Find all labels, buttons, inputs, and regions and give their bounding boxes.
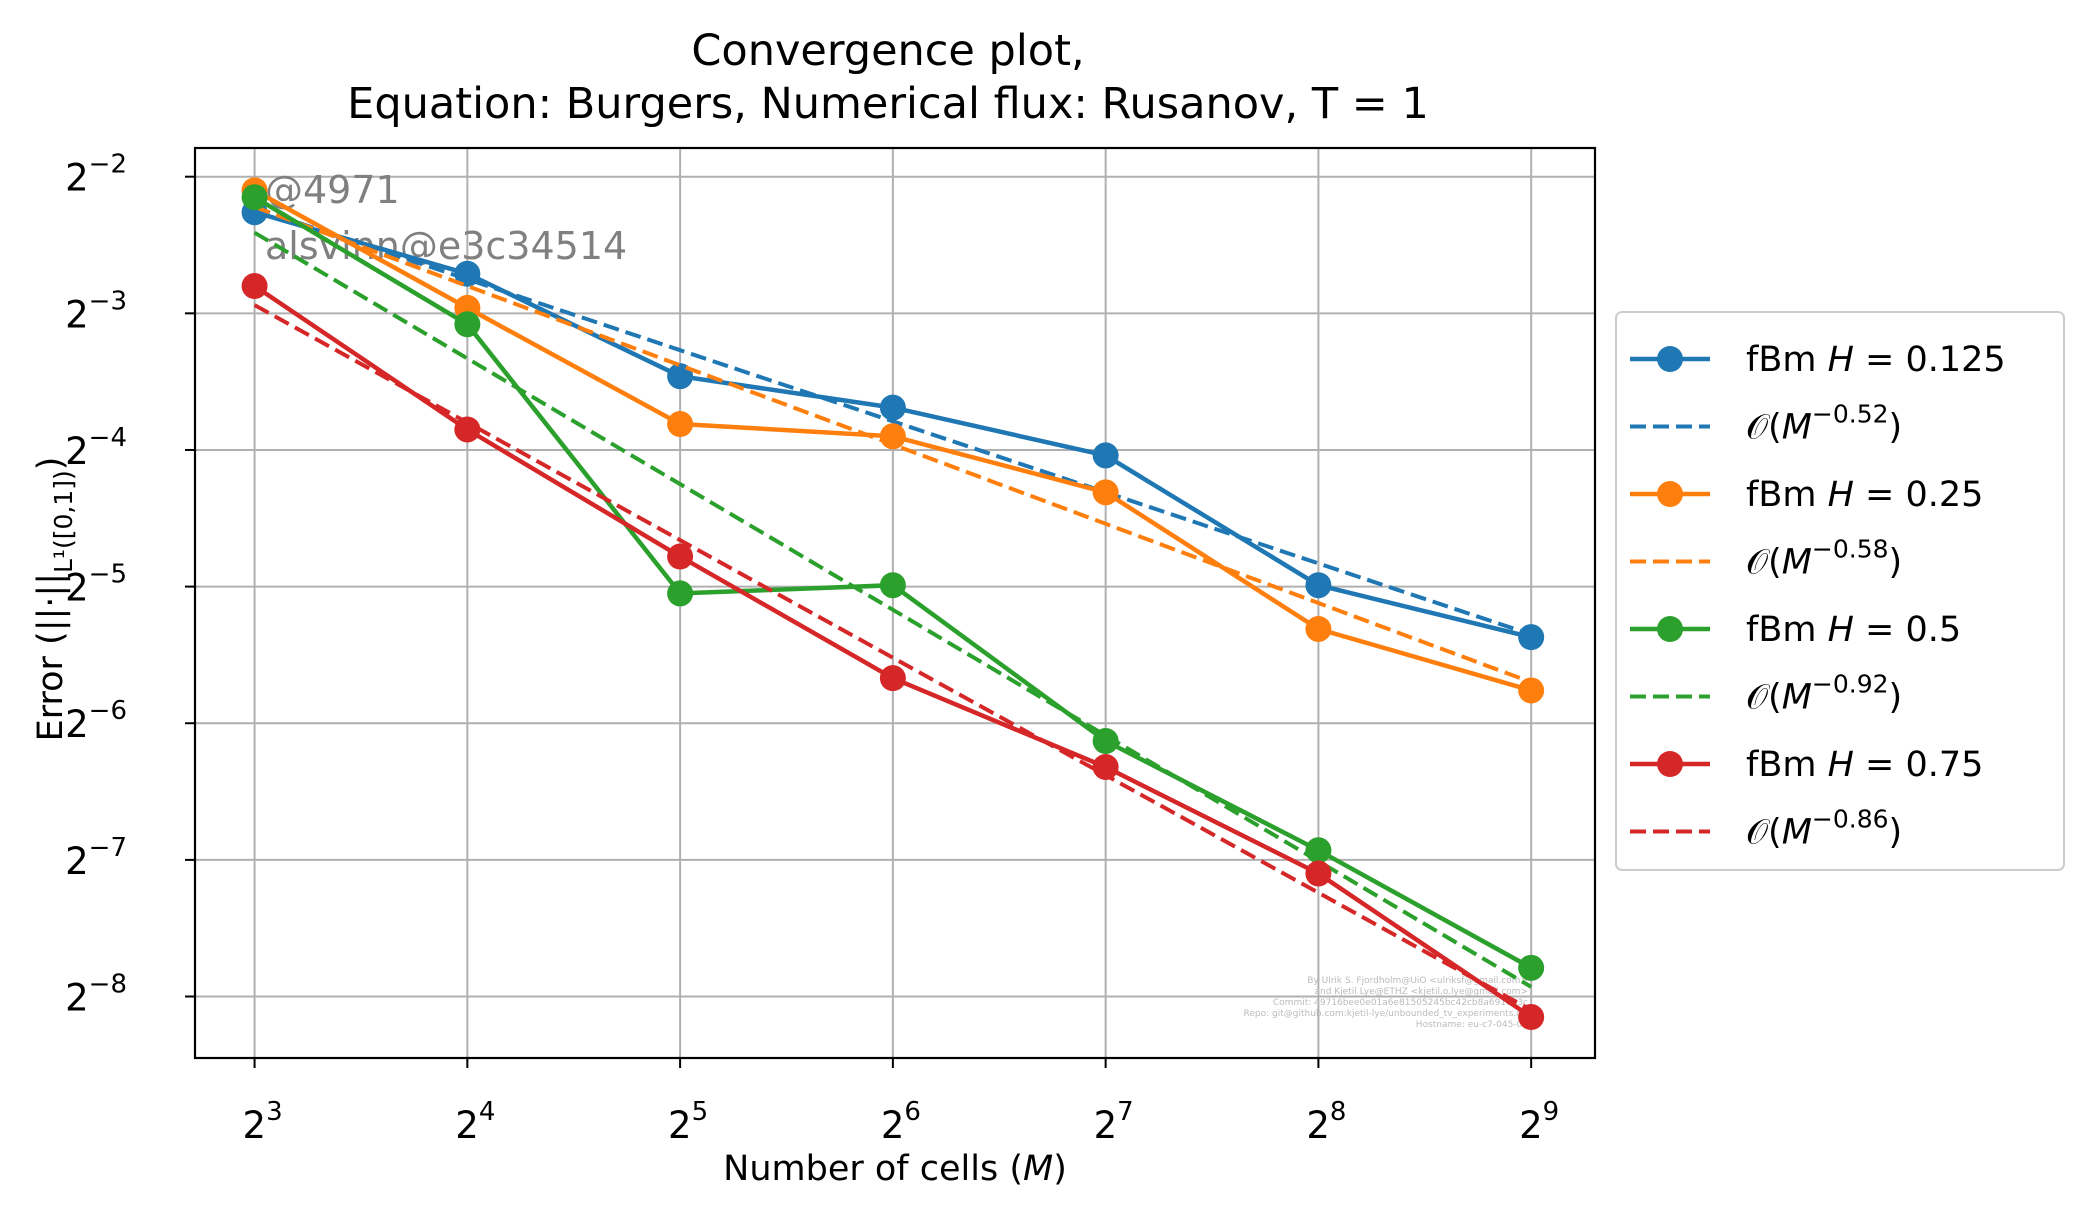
x-axis-ticks: 23 24 25 26 27 28 29 bbox=[243, 1058, 1559, 1147]
legend-entry: 𝒪(M−0.58) bbox=[1630, 535, 1902, 583]
data-point bbox=[1518, 954, 1545, 981]
title-line: Equation: Burgers, Numerical flux: Rusan… bbox=[347, 79, 1429, 129]
data-point bbox=[1305, 615, 1332, 642]
legend-entry: 𝒪(M−0.86) bbox=[1630, 805, 1902, 853]
data-point bbox=[1092, 753, 1119, 780]
data-point bbox=[1518, 624, 1545, 651]
credits-block: By Ulrik S. Fjordholm@UiO <ulriksf@gmail… bbox=[1244, 976, 1529, 1030]
x-tick-label: 26 bbox=[881, 1097, 921, 1147]
legend-label: fBm H = 0.75 bbox=[1746, 745, 1983, 785]
series-lines bbox=[241, 177, 1545, 1031]
legend-box bbox=[1615, 311, 2065, 871]
plot-frame bbox=[193, 146, 1597, 1060]
legend-label: fBm H = 0.125 bbox=[1746, 340, 2006, 380]
credit-line: Hostname: eu-c7-045-08 bbox=[1416, 1020, 1528, 1030]
series-data-line bbox=[241, 184, 1545, 981]
svg-text:Error (||·||L¹([0,1])): Error (||·||L¹([0,1])) bbox=[31, 457, 78, 742]
x-tick-label: 29 bbox=[1519, 1097, 1559, 1147]
data-point bbox=[879, 394, 906, 421]
legend-marker bbox=[1657, 616, 1683, 642]
y-axis-ticks: 2−2 2−3 2−4 2−5 2−6 2−7 2−8 bbox=[65, 150, 195, 1020]
series-fit-line bbox=[253, 230, 1533, 989]
legend-marker bbox=[1657, 751, 1683, 777]
annotation-text: @4971 bbox=[265, 168, 400, 212]
x-axis-label: Number of cells (M) bbox=[723, 1149, 1067, 1189]
x-tick-label: 25 bbox=[668, 1097, 708, 1147]
legend-label: fBm H = 0.5 bbox=[1746, 610, 1961, 650]
data-point bbox=[879, 572, 906, 599]
credit-line: Repo: git@github.com:kjetil-lye/unbounde… bbox=[1244, 1009, 1529, 1019]
legend-marker bbox=[1657, 481, 1683, 507]
y-tick-label: 2−4 bbox=[65, 423, 127, 473]
data-point bbox=[1305, 860, 1332, 887]
y-axis-label: Error (||·||L¹([0,1])) bbox=[31, 457, 78, 742]
series-path bbox=[253, 204, 1532, 685]
x-tick-label: 24 bbox=[455, 1097, 495, 1147]
legend-marker bbox=[1657, 346, 1683, 372]
legend-label: 𝒪(M−0.86) bbox=[1746, 805, 1902, 853]
credit-line: and Kjetil Lye@ETHZ <kjetil.o.lye@gmail.… bbox=[1314, 987, 1528, 997]
legend-label: 𝒪(M−0.58) bbox=[1746, 535, 1902, 583]
data-point bbox=[1305, 572, 1332, 599]
data-point bbox=[454, 311, 481, 338]
legend-entry: 𝒪(M−0.52) bbox=[1630, 400, 1902, 448]
legend-entry: 𝒪(M−0.92) bbox=[1630, 670, 1902, 718]
data-point bbox=[1092, 442, 1119, 469]
x-tick-label: 28 bbox=[1306, 1097, 1346, 1147]
data-point bbox=[667, 543, 694, 570]
data-point bbox=[1092, 728, 1119, 755]
data-point bbox=[667, 411, 694, 438]
chart-title: Convergence plot,Equation: Burgers, Nume… bbox=[347, 26, 1429, 129]
data-point bbox=[1518, 677, 1545, 704]
series-fit-line bbox=[253, 303, 1533, 1012]
y-tick-label: 2−8 bbox=[65, 970, 127, 1020]
legend-label: fBm H = 0.25 bbox=[1746, 475, 1983, 515]
legend-label: 𝒪(M−0.52) bbox=[1746, 400, 1902, 448]
legend-entry: fBm H = 0.5 bbox=[1630, 610, 1961, 650]
legend-entry: fBm H = 0.75 bbox=[1630, 745, 1983, 785]
legend-entry: fBm H = 0.25 bbox=[1630, 475, 1983, 515]
y-tick-label: 2−7 bbox=[65, 833, 127, 883]
series-path bbox=[253, 206, 1532, 637]
title-line: Convergence plot, bbox=[691, 26, 1084, 76]
y-tick-label: 2−3 bbox=[65, 286, 127, 336]
y-tick-label: 2−2 bbox=[65, 150, 127, 200]
credit-line: By Ulrik S. Fjordholm@UiO <ulriksf@gmail… bbox=[1307, 976, 1528, 986]
data-point bbox=[241, 273, 268, 300]
data-point bbox=[879, 665, 906, 692]
series-path bbox=[253, 303, 1533, 1012]
series-fit-line bbox=[253, 206, 1532, 637]
x-tick-label: 27 bbox=[1094, 1097, 1134, 1147]
data-point bbox=[241, 184, 268, 211]
data-point bbox=[1092, 479, 1119, 506]
series-data-line bbox=[241, 273, 1545, 1031]
y-tick-label: 2−6 bbox=[65, 696, 127, 746]
credit-line: Commit: 49716bee0e01a6e81505245bc42cb8a6… bbox=[1273, 998, 1528, 1008]
y-axis-label-subscript: L¹([0,1]) bbox=[49, 470, 78, 573]
legend-label: 𝒪(M−0.92) bbox=[1746, 670, 1902, 718]
x-tick-label: 23 bbox=[243, 1097, 283, 1147]
legend-entry: fBm H = 0.125 bbox=[1630, 340, 2006, 380]
series-path bbox=[253, 230, 1533, 989]
legend: fBm H = 0.125 𝒪(M−0.52) fBm H = 0.25 𝒪(M−0.… bbox=[1615, 311, 2065, 871]
data-point bbox=[454, 416, 481, 443]
series-fit-line bbox=[253, 204, 1532, 685]
data-point bbox=[667, 580, 694, 607]
y-tick-label: 2−5 bbox=[65, 560, 127, 610]
data-point bbox=[1518, 1004, 1545, 1031]
